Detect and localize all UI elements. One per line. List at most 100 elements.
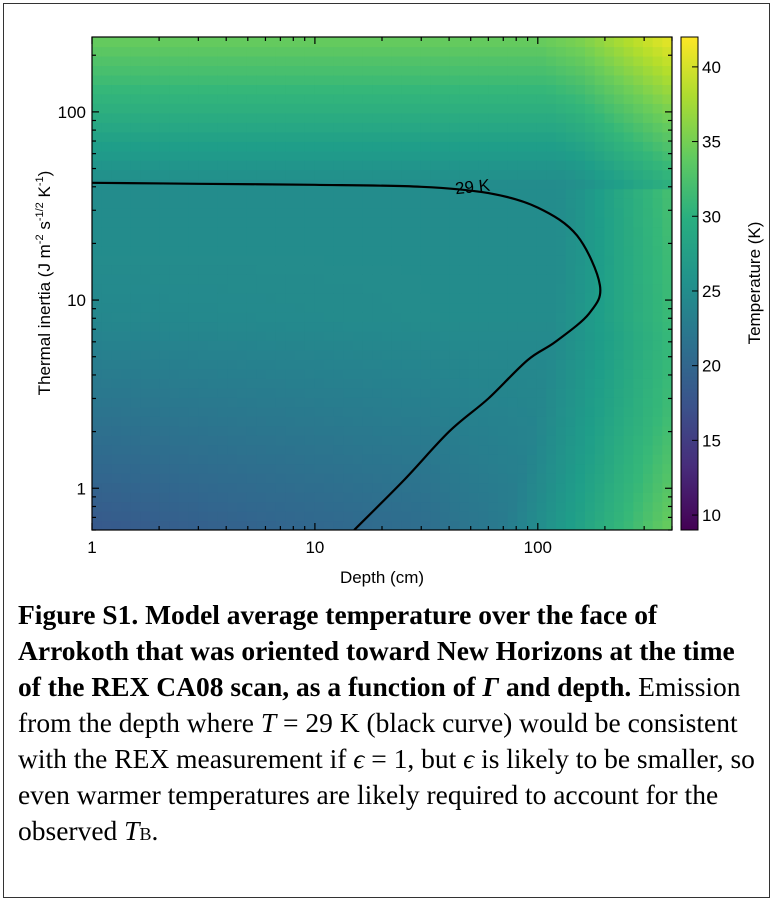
heatmap-cell — [314, 501, 325, 512]
heatmap-cell — [652, 274, 663, 285]
heatmap-cell — [382, 302, 393, 313]
heatmap-cell — [643, 406, 654, 417]
heatmap-cell — [449, 141, 460, 152]
heatmap-cell — [227, 46, 238, 57]
heatmap-cell — [150, 217, 161, 228]
heatmap-cell — [92, 188, 103, 199]
heatmap-cell — [507, 65, 518, 76]
heatmap-cell — [498, 473, 509, 484]
heatmap-cell — [179, 255, 190, 266]
heatmap-cell — [449, 131, 460, 142]
heatmap-cell — [488, 482, 499, 493]
heatmap-cell — [150, 397, 161, 408]
heatmap-cell — [565, 321, 576, 332]
heatmap-cell — [430, 387, 441, 398]
heatmap-cell — [111, 454, 122, 465]
heatmap-cell — [130, 236, 141, 247]
heatmap-cell — [227, 55, 238, 67]
heatmap-cell — [604, 226, 615, 237]
heatmap-cell — [111, 93, 122, 104]
heatmap-cell — [469, 93, 480, 104]
heatmap-cell — [536, 150, 547, 161]
heatmap-cell — [449, 292, 460, 304]
heatmap-cell — [169, 387, 180, 398]
heatmap-cell — [411, 179, 422, 190]
heatmap-cell — [362, 103, 373, 114]
heatmap-cell — [478, 359, 489, 370]
heatmap-cell — [411, 37, 422, 48]
heatmap-cell — [662, 435, 672, 446]
heatmap-cell — [333, 378, 344, 389]
heatmap-cell — [498, 198, 509, 209]
heatmap-cell — [314, 520, 325, 530]
heatmap-cell — [440, 131, 451, 142]
heatmap-cell — [652, 46, 663, 57]
heatmap-cell — [227, 302, 238, 313]
heatmap-cell — [140, 226, 151, 237]
heatmap-cell — [324, 236, 335, 247]
heatmap-cell — [256, 84, 267, 95]
heatmap-cell — [449, 378, 460, 389]
heatmap-cell — [227, 359, 238, 370]
heatmap-cell — [391, 511, 402, 522]
heatmap-cell — [343, 93, 354, 104]
heatmap-cell — [652, 103, 663, 114]
heatmap-cell — [498, 179, 509, 190]
heatmap-cell — [517, 84, 528, 95]
heatmap-cell — [478, 198, 489, 209]
heatmap-cell — [285, 501, 296, 512]
heatmap-cell — [179, 283, 190, 294]
heatmap-cell — [159, 397, 170, 408]
heatmap-cell — [208, 37, 219, 48]
heatmap-cell — [401, 160, 412, 171]
heatmap-cell — [652, 160, 663, 171]
heatmap-cell — [169, 349, 180, 360]
heatmap-cell — [295, 463, 306, 474]
heatmap-cell — [101, 150, 112, 161]
heatmap-cell — [266, 84, 277, 95]
heatmap-cell — [208, 311, 219, 323]
heatmap-cell — [314, 311, 325, 323]
heatmap-cell — [324, 188, 335, 199]
heatmap-cell — [169, 255, 180, 266]
heatmap-cell — [295, 207, 306, 218]
heatmap-cell — [101, 122, 112, 133]
heatmap-cell — [256, 473, 267, 484]
heatmap-cell — [324, 122, 335, 133]
heatmap-cell — [633, 112, 644, 123]
heatmap-cell — [633, 425, 644, 436]
heatmap-cell — [353, 511, 364, 522]
heatmap-cell — [517, 46, 528, 57]
heatmap-cell — [556, 264, 567, 275]
heatmap-cell — [150, 141, 161, 152]
heatmap-cell — [140, 473, 151, 484]
heatmap-cell — [333, 406, 344, 417]
heatmap-cell — [594, 74, 605, 85]
heatmap-cell — [420, 406, 431, 417]
heatmap-cell — [420, 378, 431, 389]
heatmap-cell — [401, 207, 412, 218]
heatmap-cell — [604, 321, 615, 332]
heatmap-cell — [623, 416, 634, 427]
heatmap-cell — [614, 264, 625, 275]
heatmap-cell — [517, 264, 528, 275]
heatmap-cell — [304, 112, 315, 123]
heatmap-cell — [92, 511, 103, 522]
heatmap-cell — [362, 65, 373, 76]
heatmap-cell — [246, 321, 257, 332]
heatmap-cell — [266, 397, 277, 408]
heatmap-cell — [101, 283, 112, 294]
heatmap-cell — [604, 65, 615, 76]
heatmap-cell — [227, 207, 238, 218]
heatmap-cell — [217, 416, 228, 427]
heatmap-cell — [633, 378, 644, 389]
heatmap-cell — [285, 302, 296, 313]
heatmap-cell — [266, 245, 277, 256]
heatmap-cell — [614, 463, 625, 474]
heatmap-cell — [208, 397, 219, 408]
heatmap-cell — [333, 359, 344, 370]
heatmap-cell — [585, 492, 596, 503]
heatmap-cell — [382, 511, 393, 522]
heatmap-cell — [227, 292, 238, 304]
heatmap-cell — [362, 207, 373, 218]
